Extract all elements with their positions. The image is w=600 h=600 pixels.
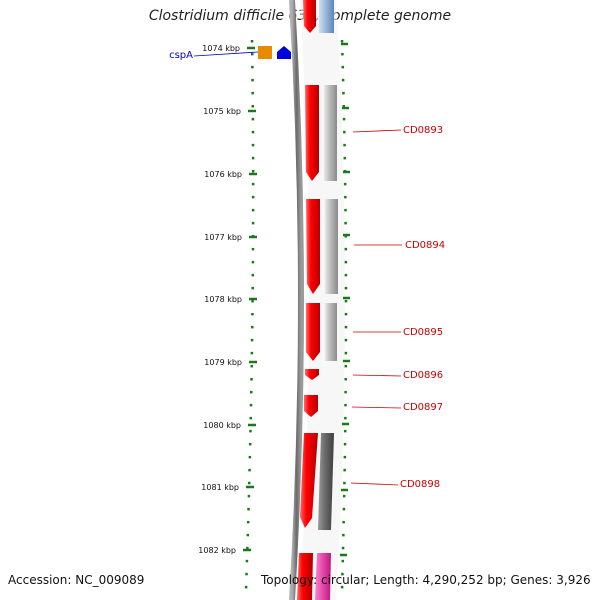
- gene-CD0895: CD0895: [306, 303, 443, 361]
- cds-bottom-block: [297, 553, 313, 600]
- genome-backbone: [289, 0, 304, 600]
- scale-label: 1080 kbp: [203, 421, 241, 430]
- topology-text: Topology: circular; Length: 4,290,252 bp…: [261, 573, 591, 587]
- gene-CD0896: CD0896: [305, 369, 443, 381]
- scale-tick: 1082 kbp: [198, 546, 251, 555]
- magenta-feature-block: [315, 553, 331, 600]
- gene-label: CD0895: [403, 327, 443, 338]
- scale-tick: 1076 kbp: [204, 170, 257, 179]
- scale-tick: 1078 kbp: [204, 295, 257, 304]
- scale-label: 1077 kbp: [204, 233, 242, 242]
- scale-tick: 1074 kbp: [202, 44, 255, 53]
- scale-label: 1076 kbp: [204, 170, 242, 179]
- scale-label: 1079 kbp: [204, 358, 242, 367]
- scale-label: 1078 kbp: [204, 295, 242, 304]
- scale-label: 1082 kbp: [198, 546, 236, 555]
- gene-label: CD0897: [403, 402, 443, 413]
- gene-label: CD0896: [403, 370, 443, 381]
- outer-ticks: [340, 42, 350, 557]
- scale-label: 1074 kbp: [202, 44, 240, 53]
- scale-label: 1081 kbp: [201, 483, 239, 492]
- map-title: Clostridium difficile 630, complete geno…: [148, 8, 452, 24]
- cspA-feature: cspA: [169, 46, 291, 61]
- gene-CD0893: CD0893: [305, 85, 443, 181]
- gene-CD0897: CD0897: [304, 395, 443, 417]
- accession-text: Accession: NC_009089: [8, 573, 145, 587]
- gene-CD0898: CD0898: [300, 433, 440, 530]
- cds-arrow: [303, 0, 316, 33]
- scale-ruler-inner: [244, 39, 255, 591]
- scale-tick: 1081 kbp: [201, 483, 254, 492]
- scale-label: 1075 kbp: [203, 107, 241, 116]
- gene-label: CD0894: [405, 240, 445, 251]
- scale-tick: 1080 kbp: [203, 421, 256, 430]
- scale-tick: 1079 kbp: [204, 358, 257, 367]
- cspA-label: cspA: [169, 50, 193, 61]
- gene-CD0894: CD0894: [306, 199, 445, 294]
- gene-label: CD0898: [400, 479, 440, 490]
- scale-tick: 1075 kbp: [203, 107, 256, 116]
- blue-feature-block: [319, 0, 334, 33]
- scale-tick: 1077 kbp: [204, 233, 257, 242]
- gene-label: CD0893: [403, 125, 443, 136]
